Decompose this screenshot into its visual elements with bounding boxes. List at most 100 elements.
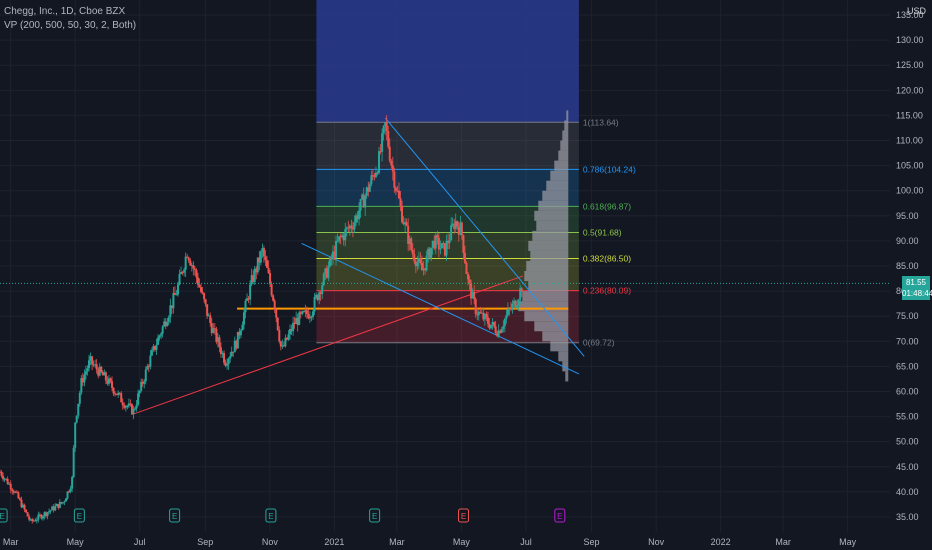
- candle-body: [123, 405, 126, 408]
- candle-body: [445, 240, 448, 256]
- candle-body: [22, 504, 25, 508]
- fib-level-label: 0(69.72): [583, 338, 615, 348]
- candle-body: [0, 471, 3, 476]
- candle-body: [276, 317, 279, 331]
- y-axis-tick-label: 115.00: [896, 110, 923, 120]
- candle-body: [230, 351, 233, 357]
- candle-body: [8, 483, 11, 485]
- candle-body: [26, 512, 29, 517]
- candle-body: [184, 256, 187, 270]
- candle-body: [161, 326, 164, 334]
- x-axis-tick-label: 2022: [711, 537, 731, 547]
- candle-body: [98, 366, 101, 376]
- candle-body: [84, 371, 87, 375]
- volume-profile-bar: [528, 240, 569, 251]
- candle-body: [177, 284, 179, 295]
- candle-body: [381, 133, 384, 152]
- candle-body: [106, 380, 109, 384]
- volume-profile-bar: [536, 220, 569, 231]
- candle-body: [344, 229, 347, 241]
- candle-body: [115, 393, 118, 395]
- candle-body: [295, 317, 298, 324]
- candle-body: [425, 255, 428, 271]
- candle-body: [57, 503, 60, 508]
- candle-body: [262, 247, 265, 257]
- candle-body: [223, 352, 226, 363]
- y-axis-tick-label: 60.00: [896, 386, 919, 396]
- candle-body: [6, 478, 9, 485]
- candle-body: [476, 314, 479, 316]
- y-axis-tick-label: 135.00: [896, 10, 924, 20]
- candle-body: [284, 337, 287, 347]
- candle-body: [103, 372, 106, 376]
- x-axis-tick-label: Mar: [3, 537, 19, 547]
- y-axis-tick-label: 65.00: [896, 361, 919, 371]
- candle-body: [37, 514, 40, 520]
- candle-body: [29, 519, 32, 521]
- candle-body: [138, 390, 141, 394]
- candle-body: [186, 256, 189, 258]
- earnings-event-label: E: [172, 512, 177, 521]
- candle-body: [235, 340, 238, 349]
- candle-body: [175, 294, 178, 296]
- candle-body: [322, 273, 325, 286]
- candle-body: [270, 284, 273, 296]
- candle-body: [255, 268, 258, 273]
- candle-body: [259, 251, 262, 263]
- candle-body: [112, 387, 115, 394]
- volume-profile-bar: [550, 170, 569, 181]
- candle-body: [51, 506, 54, 511]
- candle-body: [25, 509, 28, 513]
- candle-body: [388, 146, 391, 161]
- candle-body: [49, 510, 52, 512]
- candle-body: [178, 273, 181, 285]
- candle-body: [144, 369, 147, 382]
- y-axis-tick-label: 85.00: [896, 261, 919, 271]
- candle-body: [212, 328, 215, 334]
- volume-profile-bar: [560, 140, 569, 151]
- candle-body: [447, 240, 450, 244]
- candle-body: [173, 292, 176, 295]
- candle-body: [258, 257, 261, 263]
- candle-body: [513, 300, 516, 304]
- candle-body: [273, 300, 276, 310]
- candle-body: [134, 408, 137, 410]
- candle-body: [355, 215, 357, 223]
- candle-body: [207, 315, 210, 317]
- candle-body: [187, 257, 190, 261]
- candle-body: [141, 381, 144, 384]
- candle-body: [301, 311, 304, 314]
- candle-body: [520, 288, 523, 292]
- candle-body: [28, 516, 31, 520]
- candle-body: [97, 369, 100, 376]
- fib-level-label: 0.618(96.87): [583, 201, 631, 211]
- candle-body: [514, 300, 517, 309]
- candle-body: [209, 315, 212, 323]
- candle-body: [296, 317, 299, 325]
- earnings-event-label: E: [372, 512, 377, 521]
- candle-body: [204, 299, 207, 305]
- candle-body: [183, 269, 186, 273]
- candle-body: [362, 194, 365, 208]
- candle-body: [126, 405, 129, 407]
- candle-body: [376, 172, 379, 174]
- candle-body: [137, 393, 140, 405]
- earnings-event-label: E: [77, 512, 82, 521]
- candle-body: [399, 198, 402, 206]
- fib-band: [316, 122, 579, 170]
- candle-body: [282, 345, 285, 347]
- candle-body: [519, 288, 522, 301]
- currency-label[interactable]: USD: [906, 6, 926, 16]
- candle-body: [170, 305, 173, 309]
- candle-body: [35, 519, 38, 521]
- earnings-event-icon: [169, 508, 181, 523]
- candle-body: [417, 258, 420, 263]
- candle-body: [462, 235, 465, 253]
- earnings-event-icon: [265, 508, 277, 523]
- earnings-event-icon: [369, 508, 381, 523]
- candle-body: [169, 305, 172, 318]
- candle-body: [503, 318, 506, 327]
- earnings-event-label: E: [557, 512, 562, 521]
- candle-body: [264, 256, 267, 261]
